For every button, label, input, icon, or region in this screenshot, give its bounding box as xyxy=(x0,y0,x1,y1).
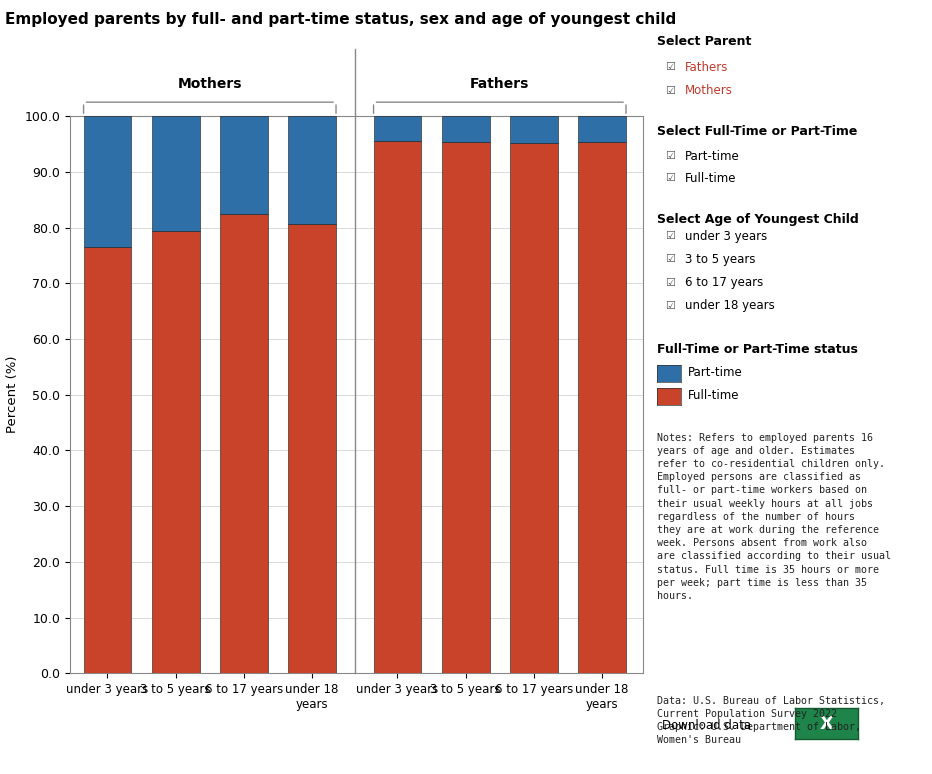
Bar xyxy=(578,116,626,142)
Text: Download data: Download data xyxy=(662,719,751,731)
Text: Employed parents by full- and part-time status, sex and age of youngest child: Employed parents by full- and part-time … xyxy=(5,12,676,26)
Y-axis label: Percent (%): Percent (%) xyxy=(6,356,19,433)
Text: ☑: ☑ xyxy=(665,63,675,72)
Text: Full-time: Full-time xyxy=(685,172,736,184)
Text: Full-time: Full-time xyxy=(688,389,739,402)
Text: Select Parent: Select Parent xyxy=(657,35,751,48)
Text: ☑: ☑ xyxy=(665,231,675,241)
Text: X: X xyxy=(820,714,833,733)
Text: Mothers: Mothers xyxy=(177,77,242,91)
Text: Select Full-Time or Part-Time: Select Full-Time or Part-Time xyxy=(657,125,857,139)
Text: Data: U.S. Bureau of Labor Statistics,
Current Population Survey 2022
Graphic: U: Data: U.S. Bureau of Labor Statistics, C… xyxy=(657,696,885,745)
Bar xyxy=(442,116,489,142)
Text: under 3 years: under 3 years xyxy=(685,230,767,242)
Text: ☑: ☑ xyxy=(665,301,675,310)
Text: ☑: ☑ xyxy=(665,278,675,287)
Text: ☑: ☑ xyxy=(665,86,675,95)
Text: under 18 years: under 18 years xyxy=(685,300,774,312)
Text: 3 to 5 years: 3 to 5 years xyxy=(685,253,756,265)
Text: Select Age of Youngest Child: Select Age of Youngest Child xyxy=(657,213,858,226)
Bar xyxy=(374,141,421,673)
Text: ☑: ☑ xyxy=(665,152,675,161)
Bar xyxy=(84,116,131,247)
Bar xyxy=(442,142,489,673)
Text: Full-Time or Part-Time status: Full-Time or Part-Time status xyxy=(657,343,858,356)
Text: Fathers: Fathers xyxy=(470,77,529,91)
Bar xyxy=(578,142,626,673)
Bar xyxy=(510,143,557,673)
Text: ☑: ☑ xyxy=(665,255,675,264)
Text: 6 to 17 years: 6 to 17 years xyxy=(685,276,763,289)
Bar xyxy=(220,214,267,673)
Bar xyxy=(152,231,199,673)
Text: ☑: ☑ xyxy=(665,173,675,183)
Text: Notes: Refers to employed parents 16
years of age and older. Estimates
refer to : Notes: Refers to employed parents 16 yea… xyxy=(657,433,891,601)
Bar xyxy=(288,116,336,224)
Text: Part-time: Part-time xyxy=(685,150,740,163)
Text: Mothers: Mothers xyxy=(685,84,733,97)
Text: Part-time: Part-time xyxy=(688,366,743,378)
Bar xyxy=(152,116,199,231)
Bar xyxy=(288,224,336,673)
Bar xyxy=(374,116,421,141)
Bar xyxy=(84,247,131,673)
Text: Fathers: Fathers xyxy=(685,61,729,74)
Bar xyxy=(510,116,557,143)
Bar xyxy=(220,116,267,214)
